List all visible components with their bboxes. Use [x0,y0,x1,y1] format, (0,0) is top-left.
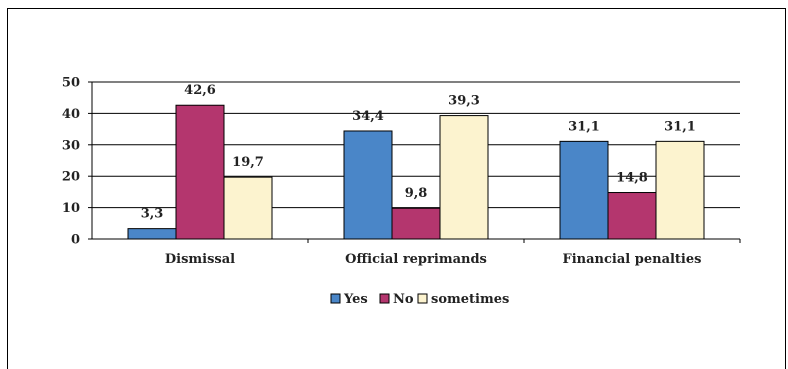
x-category-label: Official reprimands [345,252,487,267]
data-label: 19,7 [232,155,264,170]
bar-sometimes [223,176,273,240]
data-label: 14,8 [616,171,648,186]
bar-no [607,192,657,240]
x-category-label: Dismissal [165,252,235,267]
bar-yes [343,130,393,240]
legend-label: sometimes [431,292,509,307]
data-label: 31,1 [664,119,696,134]
y-tick-label: 50 [62,76,80,91]
y-tick-label: 30 [62,138,80,153]
data-label: 42,6 [184,83,216,98]
y-tick-label: 40 [62,107,80,122]
chart-frame [7,8,786,369]
bar-no [391,207,441,240]
bar-yes [127,228,177,240]
bar-no [175,104,225,240]
data-label: 31,1 [568,119,600,134]
bar-sometimes [655,140,705,240]
legend-swatch-no [379,293,390,304]
legend-label: Yes [343,292,368,307]
y-tick-label: 10 [62,201,80,216]
data-label: 9,8 [405,186,428,201]
data-label: 3,3 [141,207,164,222]
y-tick-label: 0 [71,233,80,248]
data-label: 34,4 [352,109,384,124]
y-tick-label: 20 [62,170,80,185]
x-category-label: Financial penalties [563,252,702,267]
legend-swatch-yes [330,293,341,304]
bar-sometimes [439,115,489,240]
legend-swatch-sometimes [417,293,428,304]
bar-yes [559,140,609,240]
data-label: 39,3 [448,94,480,109]
legend-label: No [393,292,414,307]
